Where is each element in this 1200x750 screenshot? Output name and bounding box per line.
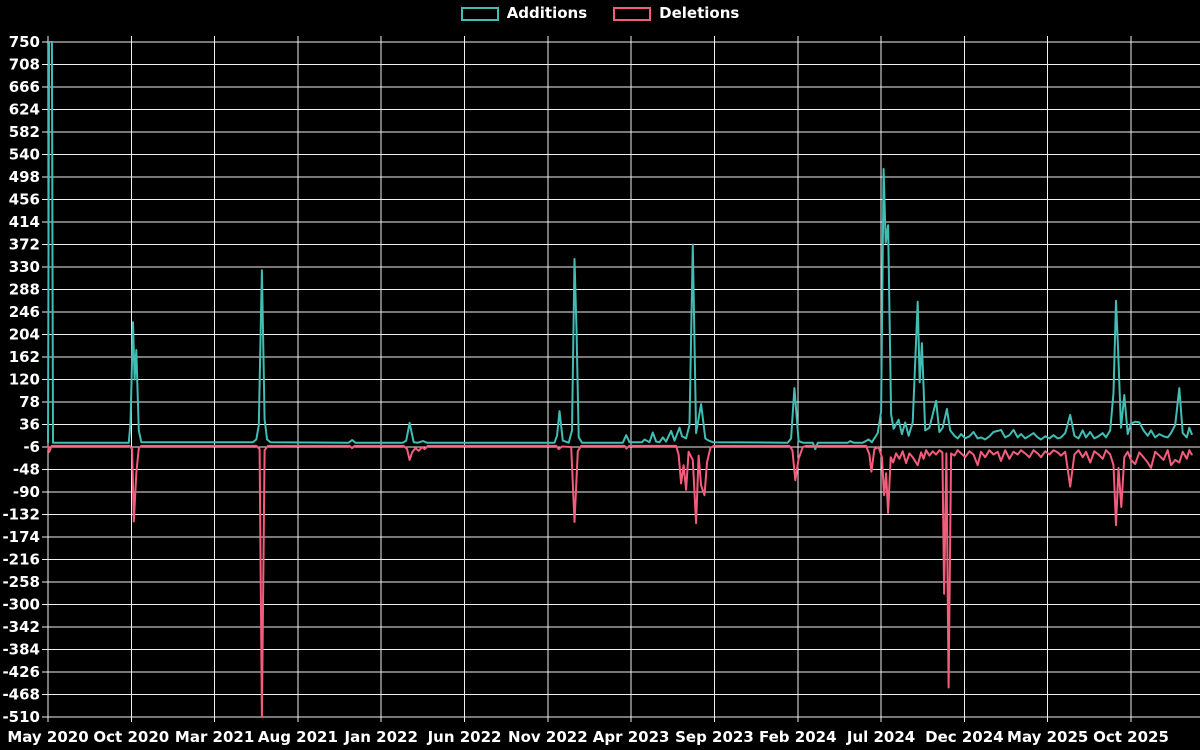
svg-text:414: 414 bbox=[9, 213, 40, 231]
svg-text:-90: -90 bbox=[13, 483, 40, 501]
grid-lines bbox=[42, 36, 1200, 722]
svg-text:Jan 2022: Jan 2022 bbox=[344, 728, 418, 746]
svg-text:Oct 2020: Oct 2020 bbox=[93, 728, 169, 746]
svg-text:Apr 2023: Apr 2023 bbox=[593, 728, 670, 746]
svg-text:-300: -300 bbox=[2, 596, 40, 614]
svg-text:666: 666 bbox=[9, 78, 40, 96]
svg-text:78: 78 bbox=[19, 393, 40, 411]
svg-text:-384: -384 bbox=[2, 641, 40, 659]
deletions-swatch-icon bbox=[613, 6, 652, 21]
svg-text:Jul 2024: Jul 2024 bbox=[846, 728, 915, 746]
legend-item-deletions[interactable]: Deletions bbox=[613, 6, 739, 21]
svg-text:330: 330 bbox=[9, 258, 40, 276]
svg-text:Mar 2021: Mar 2021 bbox=[175, 728, 254, 746]
svg-text:120: 120 bbox=[9, 371, 40, 389]
svg-text:-132: -132 bbox=[2, 506, 40, 524]
chart-legend: Additions Deletions bbox=[0, 6, 1200, 21]
svg-text:372: 372 bbox=[9, 236, 40, 254]
additions-legend-label: Additions bbox=[506, 4, 588, 22]
y-axis-labels: 750 708 666 624 582 540 498 456 414 372 330 288 246 2… bbox=[2, 33, 40, 726]
svg-text:May 2020: May 2020 bbox=[7, 728, 88, 746]
svg-text:Aug 2021: Aug 2021 bbox=[258, 728, 338, 746]
svg-text:-426: -426 bbox=[2, 663, 40, 681]
svg-text:246: 246 bbox=[9, 303, 40, 321]
svg-text:708: 708 bbox=[9, 56, 40, 74]
svg-text:-174: -174 bbox=[2, 528, 40, 546]
svg-text:-48: -48 bbox=[13, 461, 40, 479]
svg-text:204: 204 bbox=[9, 326, 40, 344]
svg-text:-468: -468 bbox=[2, 686, 40, 704]
svg-text:498: 498 bbox=[9, 168, 40, 186]
additions-swatch-icon bbox=[460, 6, 499, 21]
x-axis-labels: May 2020 Oct 2020 Mar 2021 Aug 2021 Jan 2022… bbox=[7, 728, 1169, 746]
svg-text:288: 288 bbox=[9, 281, 40, 299]
svg-text:Sep 2023: Sep 2023 bbox=[675, 728, 754, 746]
svg-text:36: 36 bbox=[19, 416, 40, 434]
svg-text:540: 540 bbox=[9, 146, 40, 164]
svg-text:-510: -510 bbox=[2, 708, 40, 726]
svg-text:-258: -258 bbox=[2, 573, 40, 591]
svg-text:-216: -216 bbox=[2, 551, 40, 569]
svg-text:Nov 2022: Nov 2022 bbox=[508, 728, 588, 746]
svg-text:624: 624 bbox=[9, 101, 40, 119]
svg-text:582: 582 bbox=[9, 123, 40, 141]
svg-text:456: 456 bbox=[9, 191, 40, 209]
svg-text:Jun 2022: Jun 2022 bbox=[427, 728, 502, 746]
svg-text:May 2025: May 2025 bbox=[1007, 728, 1088, 746]
legend-item-additions[interactable]: Additions bbox=[460, 4, 588, 22]
svg-text:Feb 2024: Feb 2024 bbox=[759, 728, 837, 746]
additions-line bbox=[47, 41, 1193, 451]
svg-text:-6: -6 bbox=[23, 438, 40, 456]
svg-text:-342: -342 bbox=[2, 618, 40, 636]
svg-text:Dec 2024: Dec 2024 bbox=[925, 728, 1004, 746]
deletions-legend-label: Deletions bbox=[659, 4, 740, 22]
svg-text:Oct 2025: Oct 2025 bbox=[1093, 728, 1169, 746]
svg-text:750: 750 bbox=[9, 33, 40, 51]
deletions-line bbox=[47, 444, 1193, 718]
svg-text:162: 162 bbox=[9, 348, 40, 366]
